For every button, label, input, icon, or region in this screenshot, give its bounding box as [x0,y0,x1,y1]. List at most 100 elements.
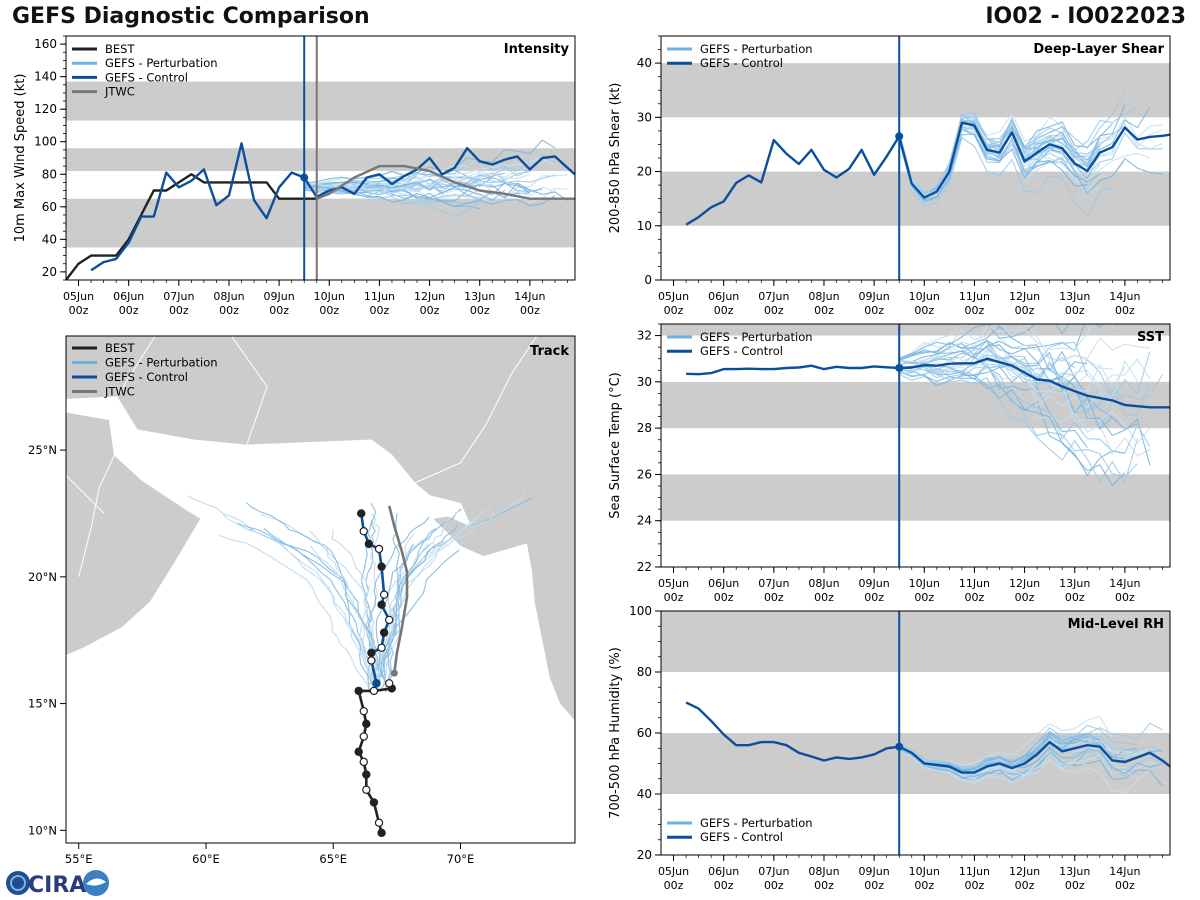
perturbation-line [898,324,967,362]
x-tick-label: 13Jun [464,290,495,303]
x-tick-sublabel: 00z [814,879,834,892]
y-tick-label: 26 [637,467,652,481]
track-position-marker [357,509,366,518]
y-tick-label: 30 [637,375,652,389]
x-tick-sublabel: 00z [714,879,734,892]
x-tick-sublabel: 00z [1065,591,1085,604]
plot-area [661,324,1170,521]
country-border [414,336,538,484]
panel-title: Intensity [504,42,570,57]
x-tick-sublabel: 00z [1015,591,1035,604]
plot-area [661,63,1170,226]
storm-id: IO02 - IO022023 [985,4,1186,29]
x-tick-label: 08Jun [808,865,839,878]
y-tick-label: 10°N [28,823,57,837]
perturbation-line [304,182,568,203]
perturbation-line [898,747,1138,794]
panel-title: Track [530,344,569,359]
x-tick-sublabel: 00z [814,591,834,604]
jtwc-init-marker [390,669,398,677]
x-tick-label: 12Jun [1009,290,1040,303]
logo-text: CIRA [28,873,86,898]
y-tick-label: 10 [637,219,652,233]
x-tick-sublabel: 00z [219,304,239,317]
x-tick-sublabel: 00z [864,304,884,317]
x-tick-sublabel: 00z [1065,879,1085,892]
x-tick-sublabel: 00z [520,304,540,317]
perturbation-track [384,543,415,693]
perturbation-line [898,738,1125,776]
track-position-marker [359,732,368,741]
y-tick-label: 24 [637,514,652,528]
legend-label: GEFS - Perturbation [105,356,218,370]
x-tick-label: 07Jun [163,290,194,303]
x-tick-label: 70°E [447,852,475,866]
perturbation-line [899,347,1163,430]
track-position-marker [354,686,363,696]
x-tick-label: 12Jun [414,290,445,303]
x-tick-label: 13Jun [1059,865,1090,878]
y-tick-label: 20°N [28,570,57,584]
x-tick-label: 10Jun [314,290,345,303]
x-tick-label: 09Jun [264,290,295,303]
page-title: GEFS Diagnostic Comparison [12,4,370,29]
perturbation-track [374,506,493,681]
country-border [116,336,156,398]
cira-logo: CIRA [6,870,109,898]
y-tick-label: 28 [637,421,652,435]
x-tick-sublabel: 00z [1115,304,1135,317]
x-tick-sublabel: 00z [664,304,684,317]
legend-label: JTWC [104,385,135,399]
x-tick-label: 09Jun [859,577,890,590]
track-position-marker [385,615,394,625]
plot-area [661,611,1170,794]
track-position-marker [359,526,368,536]
perturbation-line [899,348,1138,401]
logo-swirl-icon [10,875,26,891]
x-tick-label: 12Jun [1009,865,1040,878]
x-tick-sublabel: 00z [1015,879,1035,892]
track-position-marker [377,828,386,838]
x-tick-label: 11Jun [364,290,395,303]
plot-area [66,81,575,280]
perturbation-track [187,495,374,683]
x-tick-label: 14Jun [1109,865,1140,878]
x-tick-sublabel: 00z [914,879,934,892]
panel-rh: 2040608010005Jun00z06Jun00z07Jun00z08Jun… [608,604,1171,892]
x-tick-label: 05Jun [658,865,689,878]
x-tick-label: 07Jun [758,577,789,590]
legend-label: BEST [105,341,135,355]
track-position-marker [362,770,371,779]
x-tick-label: 10Jun [909,577,940,590]
shade-band-0 [66,198,575,248]
axes-frame [660,323,1171,568]
perturbation-line [899,346,1151,400]
x-tick-sublabel: 00z [69,304,89,317]
track-position-marker [367,648,376,658]
control-init-marker [895,132,904,141]
y-tick-label: 160 [34,37,57,51]
logo-wave-icon [86,878,106,886]
y-tick-label: 40 [637,787,652,801]
x-tick-sublabel: 00z [864,879,884,892]
y-tick-label: 22 [637,560,652,574]
x-tick-sublabel: 00z [914,304,934,317]
x-tick-label: 65°E [319,852,347,866]
legend-label: GEFS - Control [105,370,188,384]
y-tick-label: 20 [637,848,652,862]
perturbation-line [898,137,1113,218]
x-tick-sublabel: 00z [1115,591,1135,604]
x-tick-label: 07Jun [758,290,789,303]
shade-band-0 [661,171,1170,226]
x-tick-sublabel: 00z [714,304,734,317]
country-border [78,454,115,577]
perturbation-line [304,163,530,186]
shade-band-0 [661,474,1170,521]
x-tick-sublabel: 00z [764,591,784,604]
y-tick-label: 32 [637,329,652,343]
x-tick-label: 11Jun [959,865,990,878]
x-tick-label: 13Jun [1059,577,1090,590]
shade-band-2 [661,324,1170,336]
perturbation-line [898,324,1150,362]
perturbation-line [899,324,1114,363]
